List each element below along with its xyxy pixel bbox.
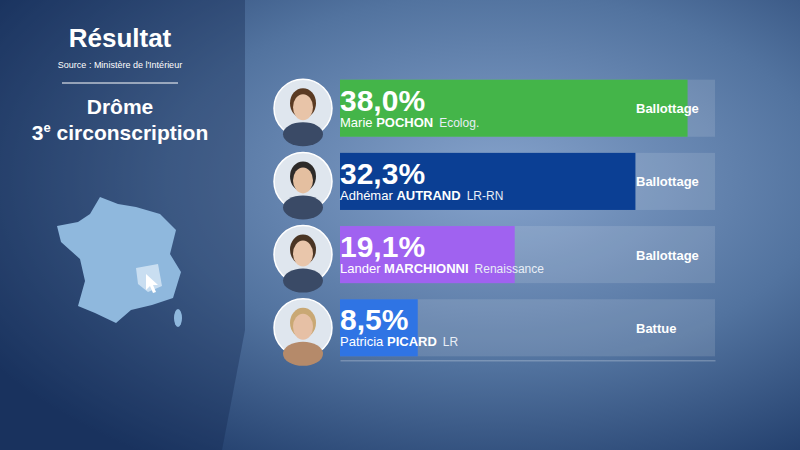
map-cursor <box>146 274 158 293</box>
tracks <box>340 80 715 357</box>
candidate-name: Patricia PICARD <box>340 334 437 349</box>
bar <box>340 153 635 210</box>
source: Source : Ministère de l'Intérieur <box>58 60 182 70</box>
candidate-name: Marie POCHON <box>340 115 433 130</box>
photo <box>274 299 332 366</box>
chart: Résultat Source : Ministère de l'Intérieu… <box>0 0 800 450</box>
map <box>57 197 182 327</box>
candidate-name: Adhémar AUTRAND <box>340 188 461 203</box>
data-label: 19,1% <box>340 230 425 263</box>
status: Ballottage <box>636 174 699 189</box>
track <box>340 226 715 283</box>
photo-face <box>293 167 313 193</box>
status: Ballottage <box>636 248 699 263</box>
party: LR <box>443 335 459 349</box>
photo-body <box>283 195 323 219</box>
status: Ballottage <box>636 101 699 116</box>
data-label: 8,5% <box>340 303 408 336</box>
photo-face <box>293 241 313 267</box>
side-panel <box>0 0 245 450</box>
party: Renaissance <box>475 262 545 276</box>
photo <box>274 152 332 219</box>
photo-body <box>283 122 323 146</box>
x-axis <box>341 360 716 361</box>
subtitle: 3e circonscription <box>32 120 208 144</box>
labels: 38,0%Marie POCHON Ecolog. Ballottage 32,3%A… <box>340 84 699 350</box>
background <box>0 0 800 450</box>
title: Résultat <box>69 23 172 53</box>
photo <box>274 226 332 293</box>
data-label: 32,3% <box>340 157 425 190</box>
photo-face <box>293 314 313 340</box>
party: Ecolog. <box>439 116 479 130</box>
photo <box>274 79 332 146</box>
status: Battue <box>636 321 676 336</box>
photos <box>274 79 332 366</box>
photo-face <box>293 94 313 120</box>
map-shape <box>57 197 181 323</box>
bars <box>340 80 688 357</box>
candidate-name: Lander MARCHIONNI <box>340 261 469 276</box>
map-region <box>136 264 162 292</box>
map-corsica <box>174 309 182 327</box>
separator <box>62 83 178 84</box>
subtitle: Drôme <box>87 95 154 118</box>
track <box>340 80 715 137</box>
axis-line <box>341 360 716 361</box>
photo-body <box>283 342 323 366</box>
data-label: 38,0% <box>340 84 425 117</box>
photo-body <box>283 269 323 293</box>
party: LR-RN <box>467 189 504 203</box>
track <box>340 299 715 356</box>
track <box>340 153 715 210</box>
